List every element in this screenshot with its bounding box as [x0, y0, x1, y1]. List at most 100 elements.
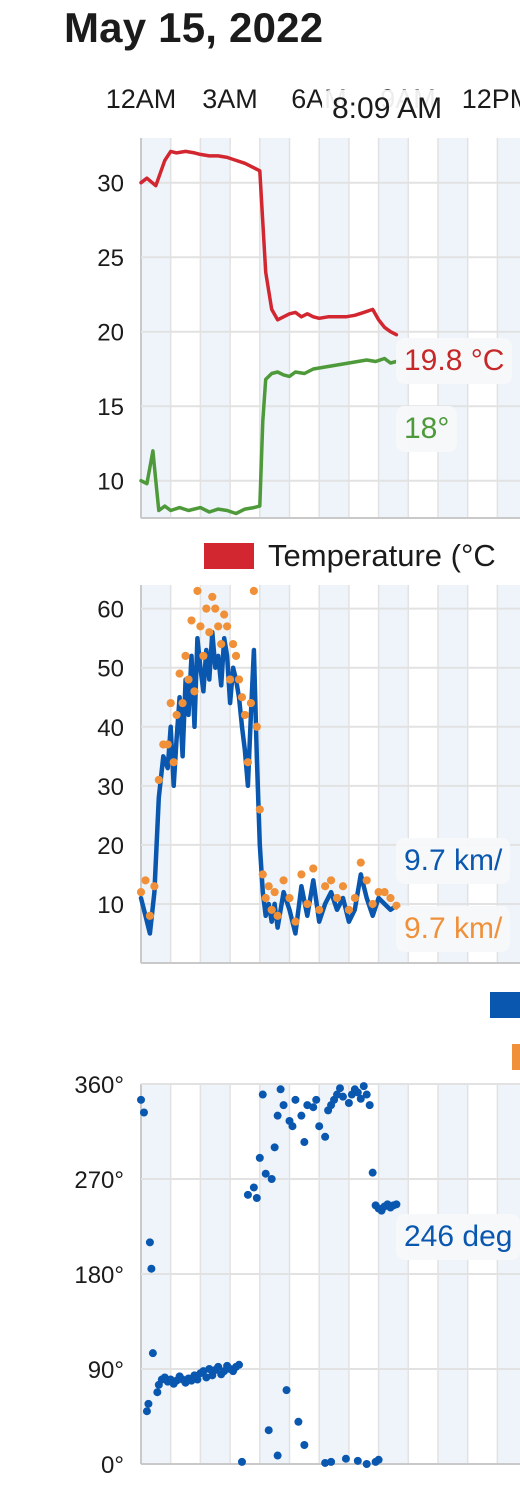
gust-point: [264, 882, 273, 891]
data-point: [267, 1175, 276, 1183]
data-point: [243, 1190, 252, 1199]
legend-temperature[interactable]: Temperature (°C: [204, 538, 496, 574]
gust-point: [232, 651, 241, 660]
data-point: [335, 1084, 344, 1093]
gust-point: [205, 628, 214, 637]
gust-point: [217, 640, 226, 649]
gust-point: [141, 876, 150, 885]
gust-point: [150, 882, 159, 891]
gust-point: [175, 669, 184, 678]
y-tick-label: 30: [97, 774, 124, 801]
data-point: [148, 1349, 157, 1358]
data-point: [312, 1095, 321, 1104]
gust-point: [163, 740, 172, 749]
data-point: [338, 1092, 347, 1101]
gust-point: [214, 622, 223, 631]
current-dewpoint-label: 18°: [396, 406, 458, 452]
hour-band: [497, 138, 520, 518]
legend-wind-speed-swatch[interactable]: [490, 992, 520, 1018]
gust-point: [338, 882, 347, 891]
y-tick-label: 10: [97, 469, 124, 496]
data-point: [273, 1111, 282, 1120]
gust-point: [327, 876, 336, 885]
gust-point: [249, 586, 258, 595]
gust-point: [252, 722, 261, 731]
hour-band: [438, 585, 468, 963]
gust-point: [267, 905, 276, 914]
hour-band: [259, 138, 290, 518]
gust-point: [350, 894, 359, 903]
legend-wind-gust-swatch[interactable]: [512, 1044, 520, 1070]
data-point: [353, 1088, 362, 1097]
legend-temperature-label: Temperature (°C: [268, 538, 496, 573]
data-point: [365, 1101, 374, 1110]
gust-point: [368, 899, 377, 908]
hour-band: [141, 138, 171, 518]
gust-point: [246, 699, 255, 708]
data-point: [279, 1101, 288, 1110]
data-point: [368, 1168, 377, 1177]
data-point: [288, 1122, 297, 1131]
data-point: [255, 1153, 264, 1162]
data-point: [297, 1111, 306, 1120]
y-tick-label: 10: [97, 892, 124, 919]
gust-point: [220, 610, 229, 619]
temperature-chart[interactable]: 10 15 20 25 30: [0, 130, 520, 520]
time-tick-3am: 3AM: [202, 84, 258, 114]
gust-point: [154, 775, 163, 784]
y-tick-label: 50: [97, 656, 124, 683]
legend-temperature-swatch: [204, 543, 254, 569]
gust-point: [184, 675, 193, 684]
wind-direction-chart[interactable]: 0° 90° 180° 270° 360°: [0, 1072, 520, 1479]
cursor-time-label: 8:09 AM: [322, 90, 453, 128]
gust-point: [181, 651, 190, 660]
gust-point: [261, 894, 270, 903]
gust-point: [273, 911, 282, 920]
gust-point: [211, 604, 220, 613]
gust-point: [202, 604, 211, 613]
data-point: [300, 1138, 309, 1147]
gust-point: [235, 675, 244, 684]
current-wind-direction-label: 246 deg: [396, 1214, 520, 1260]
wind-speed-chart[interactable]: 10 20 30 40 50 60: [0, 580, 520, 965]
gust-point: [380, 888, 389, 897]
hour-band: [438, 138, 468, 518]
data-point: [353, 1456, 362, 1465]
data-point: [264, 1426, 273, 1435]
current-wind-speed-label: 9.7 km/: [396, 838, 511, 884]
data-point: [362, 1090, 371, 1099]
current-temperature-label: 19.8 °C: [396, 338, 513, 384]
data-point: [341, 1454, 350, 1463]
gust-point: [362, 876, 371, 885]
data-point: [144, 1399, 153, 1408]
gust-point: [356, 858, 365, 867]
data-point: [392, 1200, 401, 1209]
gust-point: [333, 894, 342, 903]
data-point: [252, 1194, 261, 1202]
y-tick-label: 40: [97, 715, 124, 742]
gust-point: [374, 888, 383, 897]
y-tick-label: 20: [97, 320, 124, 347]
gust-point: [240, 710, 249, 719]
data-point: [137, 1095, 145, 1104]
data-point: [276, 1085, 285, 1094]
gust-point: [145, 911, 154, 920]
current-wind-gust-label: 9.7 km/: [396, 906, 511, 952]
data-point: [321, 1132, 330, 1141]
data-point: [344, 1099, 353, 1107]
y-tick-label: 180°: [74, 1262, 124, 1289]
data-point: [359, 1082, 368, 1091]
hour-band: [200, 138, 231, 518]
gust-point: [208, 592, 217, 601]
y-tick-label: 60: [97, 597, 124, 624]
date-title: May 15, 2022: [64, 4, 324, 51]
time-axis: 12AM 3AM 6AM 9AM 12PM: [0, 84, 520, 124]
gust-point: [172, 710, 181, 719]
y-tick-label: 20: [97, 833, 124, 860]
gust-point: [270, 888, 279, 897]
gust-point: [279, 876, 288, 885]
data-point: [142, 1407, 151, 1416]
gust-point: [258, 870, 267, 879]
data-point: [205, 1365, 214, 1373]
data-point: [300, 1441, 309, 1449]
